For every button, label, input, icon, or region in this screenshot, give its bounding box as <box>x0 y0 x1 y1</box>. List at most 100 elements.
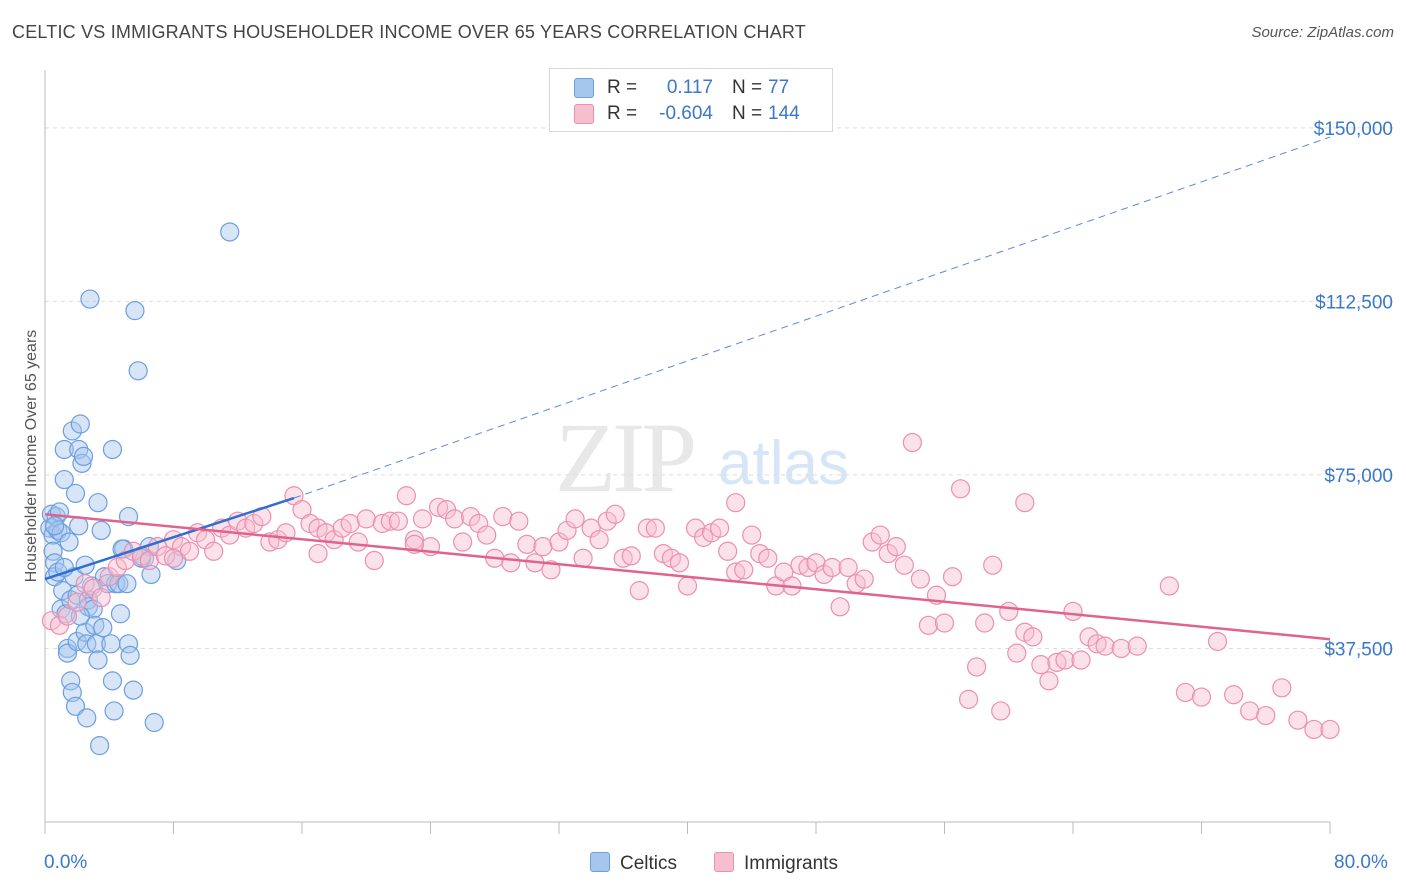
celtics-point <box>104 701 124 721</box>
immigrants-point <box>356 509 376 529</box>
celtics-point <box>62 421 82 441</box>
celtics-point <box>57 638 78 659</box>
immigrants-n-value: 144 <box>768 103 800 124</box>
y-tick-label: $112,500 <box>1315 292 1393 313</box>
celtics-point <box>86 634 107 654</box>
celtics-point <box>120 645 140 666</box>
immigrants-point <box>501 553 521 573</box>
immigrants-point <box>830 597 850 617</box>
immigrants-point <box>204 541 224 561</box>
immigrants-point <box>814 564 834 585</box>
axes <box>44 70 1331 834</box>
immigrants-point <box>1191 687 1212 707</box>
immigrants-point <box>1047 652 1067 672</box>
immigrants-point <box>244 513 264 534</box>
x-axis-max-label: 80.0% <box>1334 852 1388 873</box>
immigrants-point <box>1224 685 1244 705</box>
watermark-zip: ZIP <box>555 402 697 513</box>
celtics-points <box>40 222 240 756</box>
immigrants-r-value: -0.604 <box>659 103 713 124</box>
immigrants-point <box>364 550 384 571</box>
immigrants-point <box>1095 636 1115 656</box>
immigrants-point <box>1087 634 1107 654</box>
celtics-point <box>91 520 111 541</box>
immigrants-points <box>41 432 1340 740</box>
immigrants-point <box>878 543 898 564</box>
celtics-point <box>110 604 131 624</box>
bottom-legend-celtics: Celtics <box>590 852 677 875</box>
immigrants-point <box>894 555 914 575</box>
celtics-point <box>85 615 105 635</box>
bottom-legend-immigrants: Immigrants <box>714 852 838 875</box>
celtics-point <box>73 446 94 467</box>
immigrants-point <box>565 509 585 529</box>
correlation-legend: R = 0.117 N = 77 R = -0.604 N = 144 <box>549 68 833 132</box>
celtics-point <box>93 618 113 638</box>
bottom-immigrants-label: Immigrants <box>744 853 838 874</box>
immigrants-point <box>822 557 842 578</box>
celtics-swatch <box>574 78 594 98</box>
immigrants-point <box>308 543 328 564</box>
celtics-point <box>72 453 92 473</box>
immigrants-point <box>372 513 392 534</box>
immigrants-point <box>967 657 987 677</box>
chart-title: CELTIC VS IMMIGRANTS HOUSEHOLDER INCOME … <box>12 22 807 42</box>
celtics-point <box>88 493 108 513</box>
immigrants-point <box>669 553 690 573</box>
immigrants-point <box>1055 650 1075 670</box>
immigrants-point <box>533 537 553 557</box>
immigrants-point <box>179 541 200 561</box>
immigrants-point <box>838 557 858 578</box>
immigrants-point <box>517 534 537 554</box>
immigrants-point <box>742 525 762 545</box>
celtics-n-value: 77 <box>768 77 790 98</box>
immigrants-point <box>91 587 111 608</box>
immigrants-point <box>541 560 561 580</box>
celtics-point <box>117 574 137 594</box>
celtics-point <box>141 564 161 585</box>
celtics-point <box>70 414 90 434</box>
celtics-point <box>88 650 108 670</box>
celtics-point <box>59 532 79 552</box>
immigrants-point <box>1071 650 1091 670</box>
immigrants-point <box>958 689 979 709</box>
immigrants-point <box>886 537 906 557</box>
immigrants-point <box>107 557 127 578</box>
celtics-n-label: N = <box>732 77 763 98</box>
immigrants-point <box>950 479 971 499</box>
celtics-point <box>77 634 97 654</box>
immigrants-point <box>718 541 738 561</box>
celtics-point <box>102 671 123 691</box>
chart-source: Source: ZipAtlas.com <box>1251 24 1394 41</box>
immigrants-point <box>1015 493 1035 513</box>
immigrants-point <box>1127 636 1147 656</box>
bottom-immigrants-swatch <box>714 852 734 872</box>
celtics-point <box>220 222 240 242</box>
immigrants-point <box>983 555 1003 575</box>
immigrants-point <box>1079 627 1099 647</box>
y-tick-label: $37,500 <box>1324 639 1393 660</box>
celtics-r-label: R = <box>607 77 638 98</box>
celtics-point <box>45 516 65 536</box>
immigrants-point <box>477 525 497 545</box>
immigrants-point <box>629 581 649 601</box>
immigrants-point <box>396 486 417 506</box>
immigrants-point <box>428 497 449 517</box>
celtics-trend-extension <box>293 136 1331 499</box>
immigrants-point <box>67 592 87 612</box>
immigrants-point <box>155 546 176 566</box>
celtics-point <box>109 574 129 594</box>
immigrants-point <box>910 569 931 589</box>
celtics-point <box>90 736 110 756</box>
immigrants-point <box>999 601 1019 622</box>
immigrants-point <box>918 615 939 635</box>
immigrants-point <box>404 530 425 550</box>
immigrants-point <box>1039 671 1059 691</box>
immigrants-point <box>461 506 481 527</box>
immigrants-point <box>677 576 698 596</box>
grid-lines <box>45 127 1393 649</box>
celtics-point <box>128 361 148 381</box>
y-tick-label: $75,000 <box>1324 466 1393 487</box>
immigrants-point <box>1175 682 1196 703</box>
